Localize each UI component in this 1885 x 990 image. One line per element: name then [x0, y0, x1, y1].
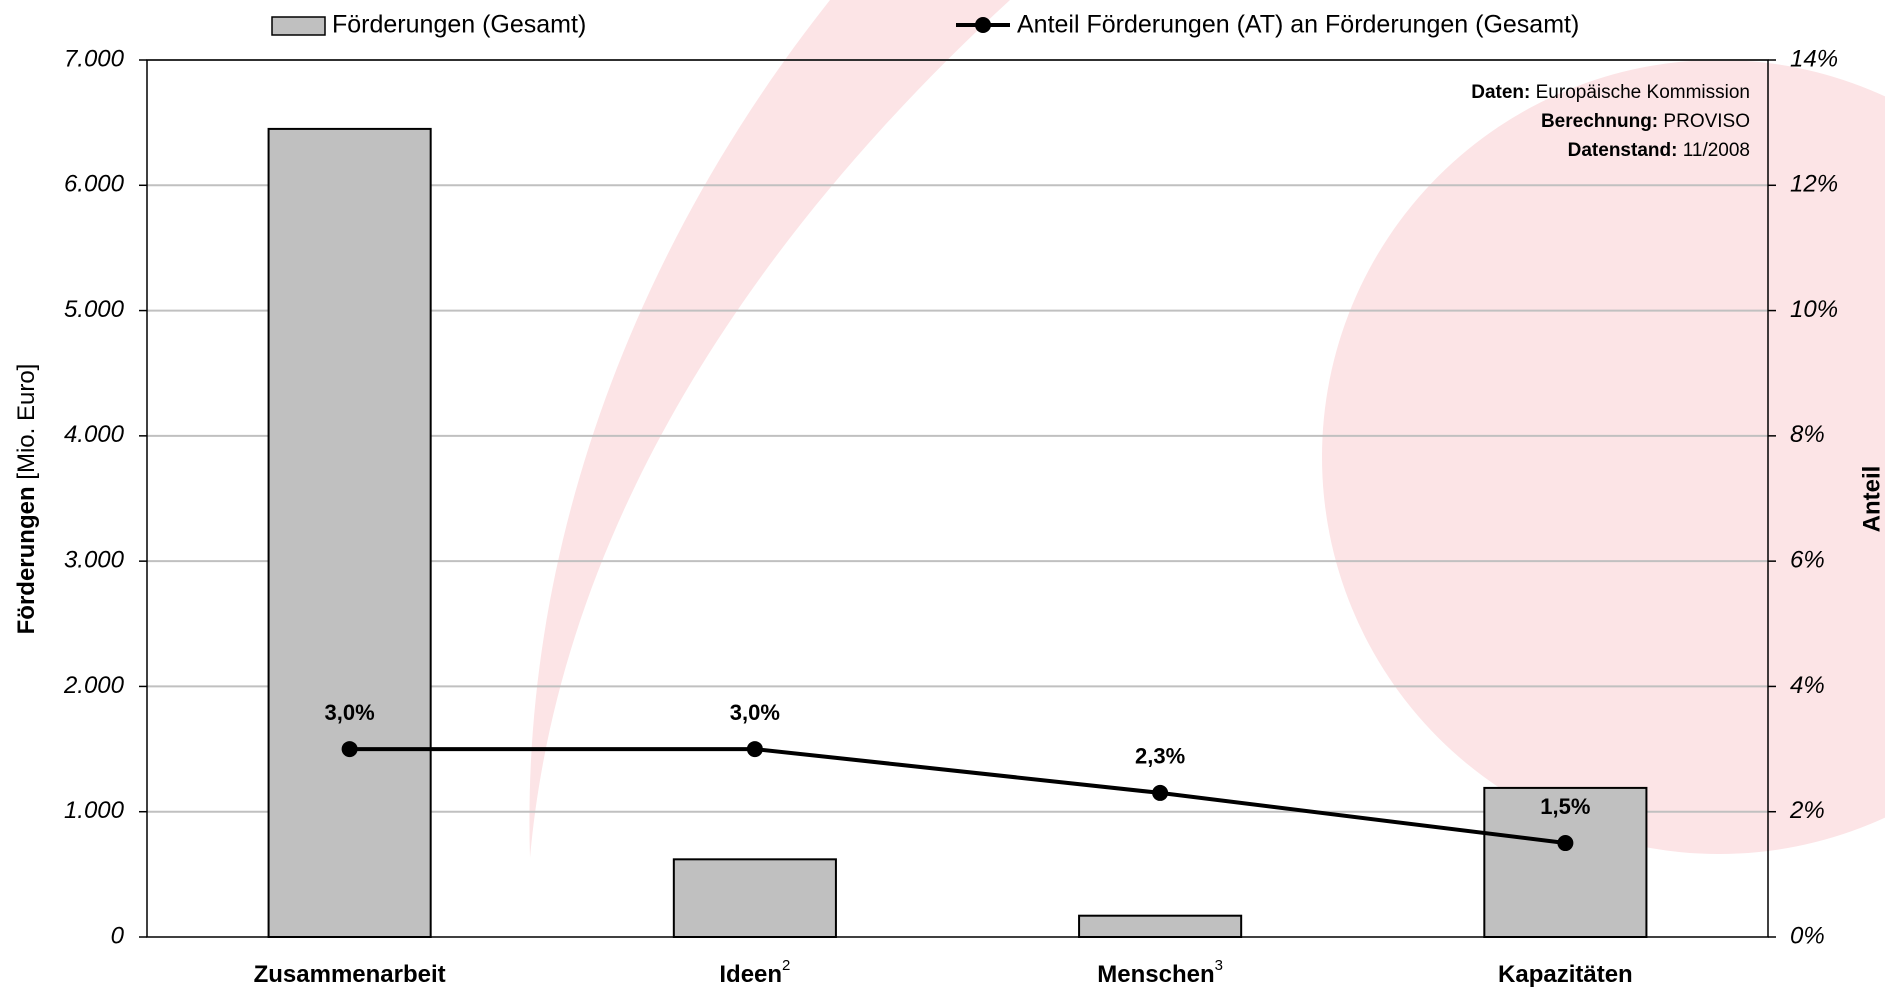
y-tick-label: 2.000	[63, 672, 125, 699]
line-marker	[1557, 835, 1574, 852]
plot-frame	[146, 59, 1769, 938]
line	[349, 747, 1566, 846]
legend-swatch	[271, 16, 326, 36]
text-part: Zusammenarbeit	[254, 961, 446, 988]
y-axis-label: Förderungen [Mio. Euro]	[13, 364, 40, 635]
text-part: 11/2008	[1683, 140, 1750, 161]
y-tick-label: 5.000	[64, 296, 125, 323]
y2-tick-label: 8%	[1790, 421, 1825, 448]
line-marker	[341, 741, 358, 758]
source-note: Berechnung: PROVISO	[1541, 111, 1750, 132]
text-part: Ideen	[719, 961, 782, 988]
background-decoration	[529, 0, 1010, 858]
bar	[267, 127, 432, 938]
x-tick-label: Menschen3	[1097, 957, 1223, 988]
text-part: Europäische Kommission	[1536, 82, 1750, 103]
text-part: Berechnung:	[1541, 111, 1658, 132]
text-part: Förderungen	[13, 486, 40, 634]
bar	[672, 858, 837, 939]
y2-tick-label: 14%	[1790, 45, 1838, 72]
text-part: Datenstand:	[1568, 140, 1678, 161]
x-tick-label: Ideen2	[719, 957, 790, 988]
text-part: Daten:	[1471, 82, 1530, 103]
text-part: 2	[782, 957, 790, 974]
legend-label: Förderungen (Gesamt)	[332, 11, 586, 39]
data-label: 3,0%	[325, 700, 375, 725]
bar	[1078, 914, 1243, 938]
y-tick-label: 1.000	[64, 797, 125, 824]
line-marker	[1152, 784, 1169, 801]
data-label: 1,5%	[1540, 794, 1590, 819]
text-part: [Mio. Euro]	[13, 364, 40, 480]
y-tick-label: 3.000	[64, 546, 125, 573]
text-part: PROVISO	[1663, 111, 1750, 132]
text-part: 3	[1215, 957, 1223, 974]
y-tick-label: 4.000	[64, 421, 125, 448]
text-part: Menschen	[1097, 961, 1214, 988]
text-part: Kapazitäten	[1498, 961, 1633, 988]
y2-axis-label: Anteil	[1858, 466, 1885, 533]
y2-tick-label: 6%	[1790, 546, 1825, 573]
y2-tick-label: 0%	[1790, 922, 1825, 949]
line-marker	[746, 741, 763, 758]
y2-tick-label: 2%	[1789, 797, 1825, 824]
y-tick-label: 0	[111, 922, 125, 949]
y2-tick-label: 4%	[1790, 672, 1825, 699]
data-label: 3,0%	[730, 700, 780, 725]
legend-marker	[975, 17, 991, 33]
x-tick-label: Kapazitäten	[1498, 961, 1633, 988]
data-label: 2,3%	[1135, 744, 1185, 769]
x-tick-label: Zusammenarbeit	[254, 961, 446, 988]
source-note: Daten: Europäische Kommission	[1471, 82, 1750, 103]
y-tick-label: 6.000	[64, 171, 125, 198]
y2-tick-label: 10%	[1790, 296, 1838, 323]
background-decoration	[1322, 60, 1885, 854]
y2-tick-label: 12%	[1790, 171, 1838, 198]
source-note: Datenstand: 11/2008	[1568, 140, 1750, 161]
y-tick-label: 7.000	[64, 45, 125, 72]
legend-label: Anteil Förderungen (AT) an Förderungen (…	[1017, 11, 1579, 39]
